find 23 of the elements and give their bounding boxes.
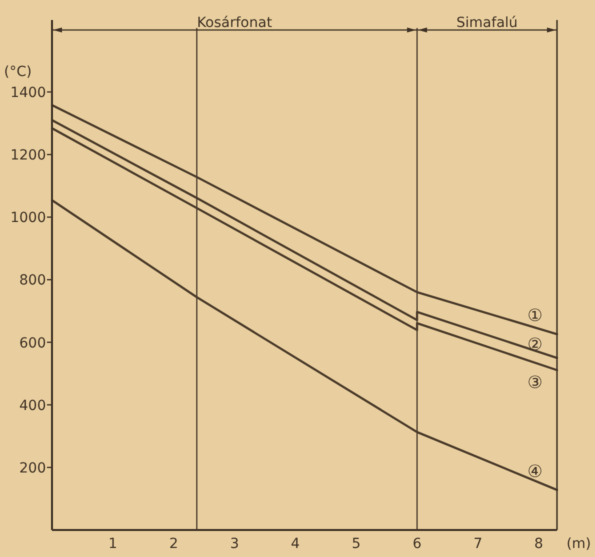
series-label: ④ bbox=[527, 462, 543, 482]
x-tick-label: 4 bbox=[290, 536, 300, 552]
y-tick-label: 1400 bbox=[10, 84, 46, 101]
x-tick-label: 3 bbox=[230, 536, 239, 552]
x-tick-label: 8 bbox=[534, 536, 544, 552]
y-tick-label: 600 bbox=[19, 335, 46, 352]
x-tick-label: 2 bbox=[169, 536, 178, 552]
annotation: Simafalú bbox=[456, 15, 518, 31]
x-tick-label: 5 bbox=[352, 536, 361, 552]
x-tick-label: 1 bbox=[108, 536, 118, 552]
x-tick-label: 6 bbox=[412, 536, 422, 552]
y-axis-title: (°C) bbox=[4, 64, 32, 80]
x-axis-title: (m) bbox=[566, 536, 591, 552]
x-tick-label: 7 bbox=[473, 536, 482, 552]
y-tick-label: 800 bbox=[19, 272, 46, 289]
series-label: ① bbox=[527, 306, 543, 326]
series-label: ② bbox=[527, 334, 543, 355]
y-tick-label: 1200 bbox=[10, 148, 46, 164]
annotation: Kosárfonat bbox=[196, 15, 273, 31]
y-tick-label: 1000 bbox=[10, 210, 46, 226]
y-tick-label: 200 bbox=[19, 460, 46, 476]
series-label: ③ bbox=[527, 373, 543, 394]
y-tick-label: 400 bbox=[19, 398, 46, 414]
